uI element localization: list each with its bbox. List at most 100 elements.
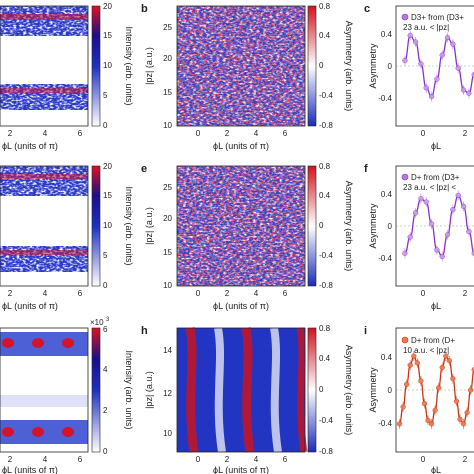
panel-f-x-ticks: 0 2 xyxy=(421,289,468,298)
panel-c-ytick-1: 0 xyxy=(388,62,393,71)
data-point xyxy=(418,378,424,384)
panel-b-ytick-0: 10 xyxy=(163,121,172,130)
data-point xyxy=(400,404,406,410)
panel-g-xtick-2: 6 xyxy=(78,455,83,464)
data-point xyxy=(404,381,410,388)
data-point xyxy=(455,65,461,71)
panel-b-xtick-1: 2 xyxy=(225,129,230,138)
panel-h-cbar-0: -0.8 xyxy=(319,447,333,456)
panel-g-cbar-3: 6 xyxy=(103,325,108,334)
data-point xyxy=(457,416,463,422)
panel-d-cbar-2: 10 xyxy=(103,221,112,230)
panel-c-legend-title: D3+ from (D3+ xyxy=(411,13,464,22)
panel-e-ytick-0: 10 xyxy=(163,281,172,290)
panel-h-x-ticks: 0 2 4 6 xyxy=(196,455,288,464)
panel-h-cbar-1: -0.4 xyxy=(319,416,333,425)
data-point xyxy=(453,398,460,404)
panel-d-cbar-label: Intensity (arb. units) xyxy=(124,186,134,265)
panel-e-xtick-0: 0 xyxy=(196,289,201,298)
panel-i-legend-range: 10 a.u. < |pz| xyxy=(403,346,449,355)
panel-d-xtick-0: 2 xyxy=(8,289,13,298)
panel-f-letter: f xyxy=(364,163,368,175)
data-point xyxy=(439,364,445,371)
panel-b-y-label: |pz| (a.u.) xyxy=(144,47,154,85)
panel-e-xtick-2: 4 xyxy=(254,289,259,298)
panel-b-x-ticks: 0 2 4 6 xyxy=(196,129,288,138)
panel-h-xtick-3: 6 xyxy=(283,455,288,464)
panel-h-cbar-ticks: -0.8 -0.4 0 0.4 0.8 xyxy=(319,324,333,456)
panel-f-ytick-1: 0 xyxy=(388,222,393,231)
panel-g-exp-power: 3 xyxy=(106,317,110,323)
panel-b-cbar-1: -0.4 xyxy=(319,91,333,100)
data-point xyxy=(434,247,440,253)
panel-i-x-label: ϕL xyxy=(431,465,441,474)
panel-a-colorbar xyxy=(91,5,101,127)
panel-h: h 10 12 14 |pz| (a.u.) 0 2 4 6 ϕL (units… xyxy=(141,324,354,474)
panel-f-legend-marker xyxy=(401,173,409,181)
panel-f-xtick-0: 0 xyxy=(421,289,426,298)
panel-f-ytick-0: 0.4 xyxy=(381,190,393,199)
panel-g-hotspot xyxy=(32,338,44,348)
panel-f: f Asymmetry 0.4 0 -0.4 D+ from (D3+ 23 a… xyxy=(364,163,474,311)
panel-h-xtick-2: 4 xyxy=(254,455,259,464)
data-point xyxy=(466,90,472,96)
data-point xyxy=(412,39,419,45)
panel-b-ytick-2: 20 xyxy=(163,54,172,63)
panel-c-x-ticks: 0 2 xyxy=(421,129,468,138)
data-point xyxy=(439,253,445,260)
panel-a: 2 4 6 ϕL (units of π) 0 5 10 15 20 Inten… xyxy=(0,2,134,151)
data-point xyxy=(421,400,428,407)
data-point xyxy=(402,250,408,256)
panel-g-xtick-0: 2 xyxy=(8,455,13,464)
data-point xyxy=(443,353,449,359)
panel-h-cbar-3: 0.4 xyxy=(319,354,331,363)
data-point xyxy=(396,421,403,427)
data-point xyxy=(407,362,413,368)
panel-b-ytick-3: 25 xyxy=(163,23,172,32)
panel-e-cbar-ticks: -0.8 -0.4 0 0.4 0.8 xyxy=(319,162,333,290)
panel-b-x-label: ϕL (units of π) xyxy=(213,141,269,151)
panel-e-cbar-4: 0.8 xyxy=(319,162,331,171)
panel-d-xtick-1: 4 xyxy=(43,289,48,298)
panel-b-cbar-2: 0 xyxy=(319,61,324,70)
panel-a-cbar-ticks: 0 5 10 15 20 xyxy=(103,2,112,130)
panel-g-hotspot xyxy=(32,427,44,437)
panel-i-ytick-2: -0.4 xyxy=(378,419,392,428)
panel-b: b 10 15 20 25 |pz| (a.u.) 0 2 4 6 ϕL (un… xyxy=(141,2,354,151)
panel-g-hotspot xyxy=(62,427,74,437)
panel-f-x-label: ϕL xyxy=(431,301,441,311)
panel-g-exponent: ×10 3 xyxy=(90,317,110,327)
panel-h-stripe xyxy=(270,327,282,453)
panel-e-cbar-label: Asymmetry (arb. units) xyxy=(344,181,354,272)
panel-a-cbar-3: 15 xyxy=(103,31,112,40)
panel-a-xtick-2: 6 xyxy=(78,129,83,138)
panel-h-stripe xyxy=(241,327,255,453)
data-point xyxy=(428,221,435,227)
panel-h-stripes xyxy=(185,327,308,453)
data-point xyxy=(423,85,429,91)
panel-i-xtick-0: 0 xyxy=(421,455,426,464)
panel-c-x-label: ϕL xyxy=(431,141,441,151)
data-point xyxy=(450,376,456,382)
panel-e-cbar-0: -0.8 xyxy=(319,281,333,290)
panel-g-hotspot xyxy=(62,338,74,348)
panel-c-plot xyxy=(396,30,474,102)
data-point xyxy=(471,367,474,373)
panel-c-y-ticks: 0.4 0 -0.4 xyxy=(378,30,392,103)
panel-g-cbar-0: 0 xyxy=(103,447,108,456)
panel-c-legend-marker xyxy=(401,13,409,21)
panel-h-colorbar xyxy=(307,327,317,453)
panel-i-letter: i xyxy=(364,325,367,337)
panel-e-ytick-3: 25 xyxy=(163,183,172,192)
data-point xyxy=(460,421,467,427)
panel-f-y-label: Asymmetry xyxy=(368,203,378,249)
panel-a-cbar-label: Intensity (arb. units) xyxy=(124,26,134,105)
panel-e-cbar-3: 0.4 xyxy=(319,191,331,200)
panel-e-letter: e xyxy=(141,163,147,175)
panel-g-x-label: ϕL (units of π) xyxy=(2,465,58,474)
panel-e-colorbar xyxy=(307,165,317,287)
panel-i-x-ticks: 0 2 xyxy=(421,455,468,464)
panel-e-xtick-1: 2 xyxy=(225,289,230,298)
panel-f-y-ticks: 0.4 0 -0.4 xyxy=(378,190,392,263)
panel-g-hotspot xyxy=(2,427,14,437)
